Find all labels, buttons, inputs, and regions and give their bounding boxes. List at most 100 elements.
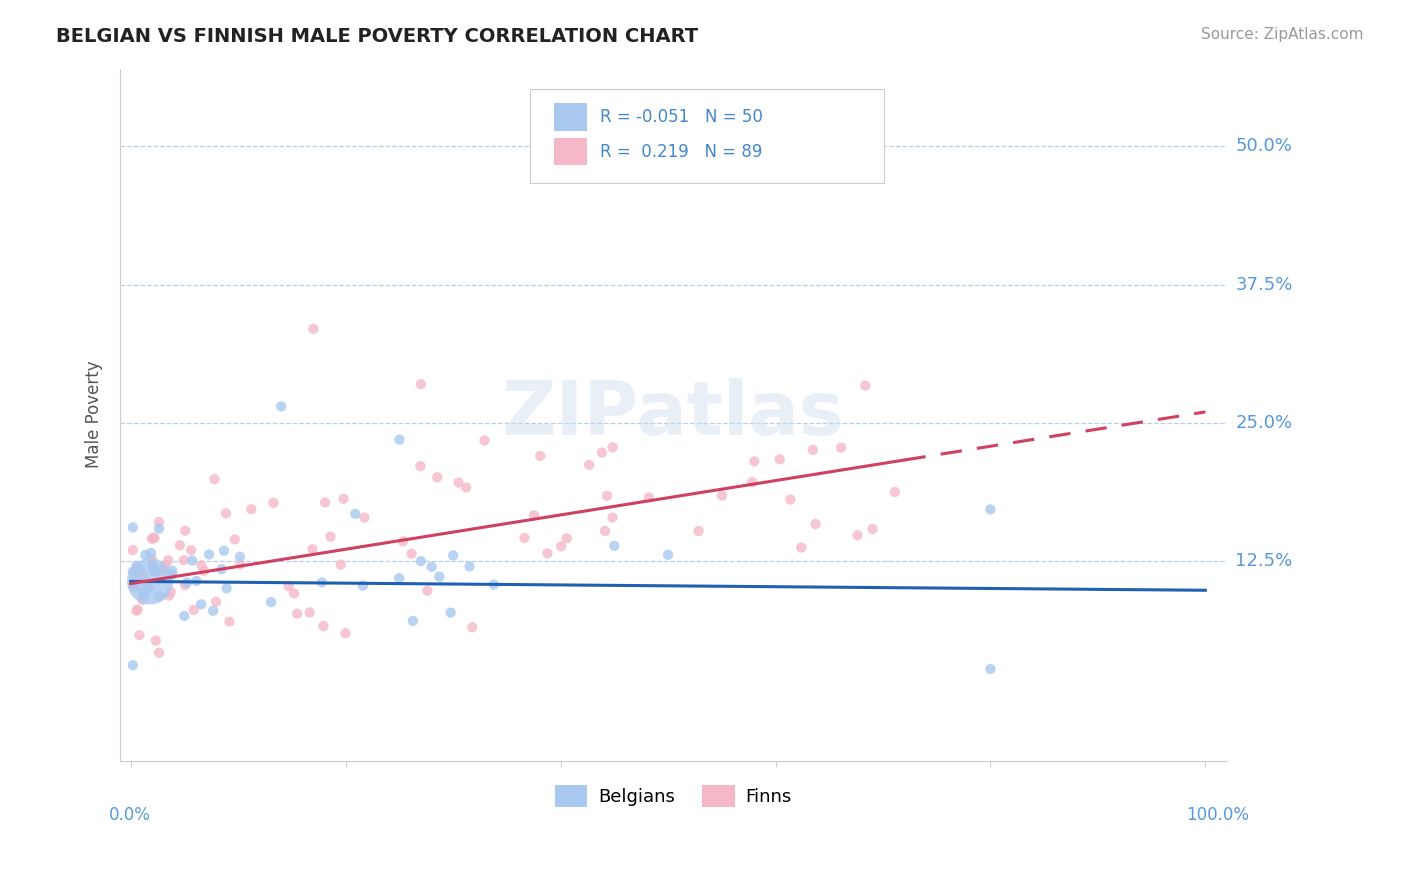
Point	[190, 558, 212, 573]
Point	[148, 589, 170, 603]
Point	[180, 543, 202, 558]
Point	[131, 568, 153, 582]
Point	[142, 531, 165, 545]
Point	[388, 571, 411, 585]
Point	[344, 507, 367, 521]
Point	[159, 584, 181, 599]
Point	[830, 441, 852, 455]
Point	[474, 434, 496, 448]
Point	[146, 564, 169, 578]
Text: R = -0.051   N = 50: R = -0.051 N = 50	[600, 108, 763, 126]
Point	[332, 491, 354, 506]
Point	[353, 510, 375, 524]
FancyBboxPatch shape	[554, 103, 588, 131]
Point	[173, 553, 195, 567]
Text: R =  0.219   N = 89: R = 0.219 N = 89	[600, 143, 762, 161]
Point	[198, 548, 221, 562]
Point	[804, 517, 827, 532]
Point	[183, 603, 205, 617]
Point	[801, 442, 824, 457]
Point	[127, 602, 149, 616]
Point	[224, 533, 246, 547]
Point	[447, 475, 470, 490]
Point	[181, 554, 204, 568]
Text: 50.0%: 50.0%	[1236, 137, 1292, 155]
Point	[846, 528, 869, 542]
Point	[121, 543, 143, 558]
Point	[688, 524, 710, 538]
Point	[174, 578, 197, 592]
Point	[790, 541, 813, 555]
Point	[186, 574, 208, 588]
Point	[204, 472, 226, 486]
Point	[125, 558, 148, 573]
Legend: Belgians, Finns: Belgians, Finns	[548, 778, 799, 814]
Text: 0.0%: 0.0%	[108, 805, 150, 824]
Point	[388, 433, 411, 447]
Point	[602, 510, 624, 524]
Point	[212, 543, 235, 558]
Point	[420, 559, 443, 574]
Text: ZIPatlas: ZIPatlas	[502, 378, 845, 451]
Point	[121, 565, 143, 579]
Point	[409, 459, 432, 474]
Point	[162, 567, 184, 582]
Point	[591, 445, 613, 459]
Point	[263, 496, 285, 510]
Point	[862, 522, 884, 536]
Point	[128, 562, 150, 576]
FancyBboxPatch shape	[530, 89, 884, 183]
Point	[283, 586, 305, 600]
Point	[157, 553, 180, 567]
Point	[277, 579, 299, 593]
Point	[218, 615, 240, 629]
Point	[124, 580, 146, 594]
Point	[550, 540, 572, 554]
Point	[190, 598, 212, 612]
Point	[121, 658, 143, 673]
Text: Source: ZipAtlas.com: Source: ZipAtlas.com	[1201, 27, 1364, 42]
Point	[602, 441, 624, 455]
Point	[979, 662, 1001, 676]
Point	[270, 400, 292, 414]
Point	[458, 559, 481, 574]
Point	[979, 502, 1001, 516]
Point	[392, 534, 415, 549]
Point	[229, 558, 252, 572]
Point	[319, 530, 342, 544]
Point	[427, 569, 450, 583]
Point	[162, 564, 184, 578]
Point	[657, 548, 679, 562]
Point	[139, 574, 162, 589]
Point	[335, 626, 357, 640]
Y-axis label: Male Poverty: Male Poverty	[86, 361, 103, 468]
Point	[578, 458, 600, 472]
Point	[138, 582, 160, 596]
Point	[285, 607, 308, 621]
Text: 100.0%: 100.0%	[1187, 805, 1249, 824]
Point	[409, 554, 432, 568]
Point	[131, 592, 153, 607]
Point	[741, 475, 763, 489]
Text: BELGIAN VS FINNISH MALE POVERTY CORRELATION CHART: BELGIAN VS FINNISH MALE POVERTY CORRELAT…	[56, 27, 699, 45]
Point	[148, 522, 170, 536]
Point	[523, 508, 546, 523]
Point	[134, 588, 156, 602]
Point	[329, 558, 352, 572]
FancyBboxPatch shape	[554, 137, 588, 165]
Point	[211, 562, 233, 576]
Point	[240, 502, 263, 516]
Point	[744, 454, 766, 468]
Point	[409, 377, 432, 392]
Point	[129, 565, 152, 579]
Point	[352, 579, 374, 593]
Point	[128, 628, 150, 642]
Point	[121, 577, 143, 591]
Point	[153, 563, 176, 577]
Point	[142, 564, 165, 578]
Point	[779, 492, 801, 507]
Text: 37.5%: 37.5%	[1236, 276, 1292, 293]
Point	[482, 577, 505, 591]
Text: 25.0%: 25.0%	[1236, 414, 1292, 432]
Point	[301, 542, 323, 557]
